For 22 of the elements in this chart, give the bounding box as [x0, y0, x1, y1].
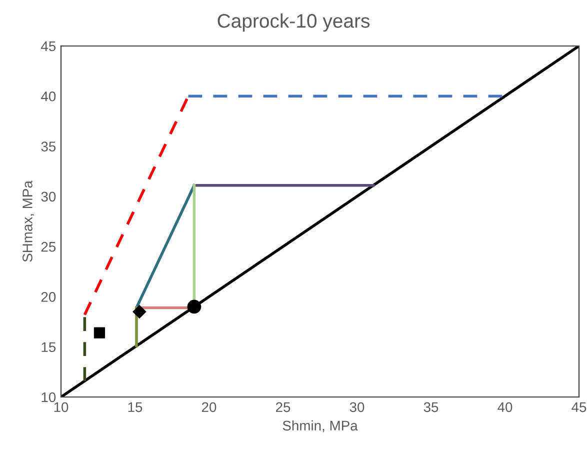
x-tick-label: 40 — [498, 402, 512, 412]
x-tick-label: 45 — [572, 402, 586, 412]
x-tick-label: 20 — [202, 402, 216, 412]
point — [132, 305, 146, 318]
x-axis-title: Shmin, MPa — [282, 420, 358, 432]
y-axis-title: SHmax, MPa — [22, 180, 34, 262]
x-tick-label: 15 — [128, 402, 142, 412]
x-tick-label: 10 — [54, 402, 68, 412]
x-tick-label: 30 — [350, 402, 364, 412]
y-tick-label: 10 — [42, 392, 56, 402]
y-tick-label: 40 — [41, 91, 56, 102]
chart-title: Caprock-10 years — [218, 14, 370, 32]
y-tick-label: 15 — [42, 342, 56, 352]
x-tick-label: 35 — [424, 402, 438, 412]
y-tick-label: 25 — [41, 242, 56, 252]
y-tick-label: 30 — [41, 192, 56, 202]
y-tick-label: 45 — [41, 41, 56, 52]
x-tick-label: 25 — [276, 402, 290, 412]
y-tick-label: 20 — [41, 292, 56, 302]
point — [187, 300, 202, 314]
y-tick-label: 35 — [41, 142, 56, 152]
point — [94, 327, 106, 338]
